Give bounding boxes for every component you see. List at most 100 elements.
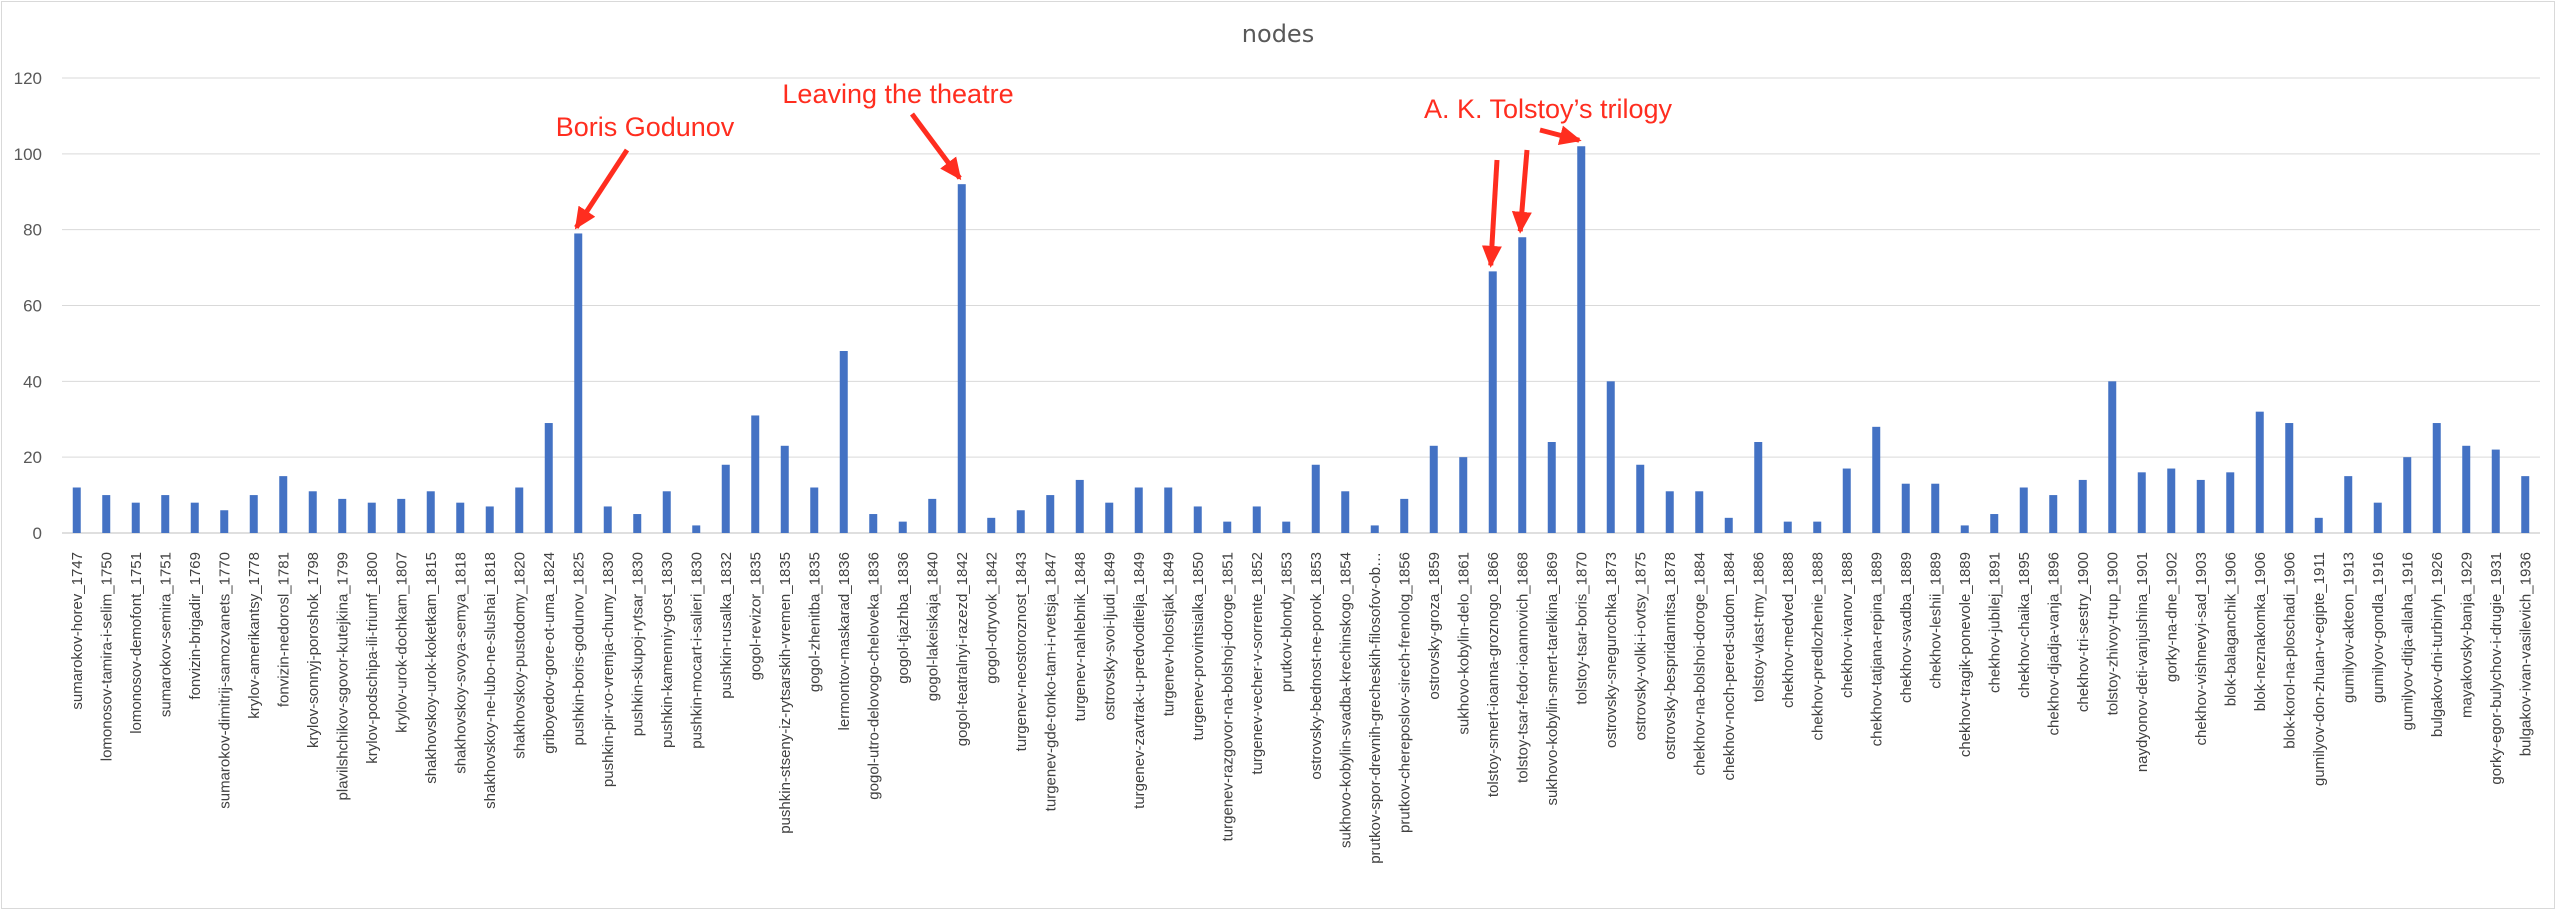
- x-tick-label-chekhov-medved-1888: chekhov-medved_1888: [1780, 552, 1797, 708]
- x-tick-label-ostrovsky-snegurochka-1873: ostrovsky-snegurochka_1873: [1603, 552, 1620, 748]
- bar-chekhov-na-bolshoi-doroge-1884: chekhov-na-bolshoi-doroge_1884: 11: [1695, 491, 1704, 533]
- bar-chekhov-chaika-1895: chekhov-chaika_1895: 12: [2019, 487, 2028, 533]
- bar-chekhov-tatjana-repina-1889: chekhov-tatjana-repina_1889: 28: [1872, 426, 1881, 533]
- x-tick-label-griboyedov-gore-ot-uma-1824: griboyedov-gore-ot-uma_1824: [541, 552, 558, 754]
- x-tick-label-sukhovo-kobylin-smert-tarelkina-1869: sukhovo-kobylin-smert-tarelkina_1869: [1544, 552, 1561, 805]
- bar-tolstoy-tsar-boris-1870: tolstoy-tsar-boris_1870: 102: [1577, 146, 1586, 533]
- x-tick-label-gorky-na-dne-1902: gorky-na-dne_1902: [2163, 552, 2180, 682]
- bar-gumilyov-akteon-1913: gumilyov-akteon_1913: 15: [2344, 476, 2353, 534]
- bar-shakhovskoy-urok-koketkam-1815: shakhovskoy-urok-koketkam_1815: 11: [426, 491, 435, 533]
- x-tick-label-chekhov-predlozhenie-1888: chekhov-predlozhenie_1888: [1809, 552, 1826, 740]
- x-tick-label-krylov-sonnyj-poroshok-1798: krylov-sonnyj-poroshok_1798: [305, 552, 322, 748]
- bar-lomonosov-demofont-1751: lomonosov-demofont_1751: 8: [131, 502, 140, 533]
- bar-gumilyov-don-zhuan-v-egipte-1911: gumilyov-don-zhuan-v-egipte_1911: 4: [2314, 517, 2323, 533]
- x-tick-label-chekhov-ivanov-1888: chekhov-ivanov_1888: [1839, 552, 1856, 698]
- bar-pushkin-skupoj-rytsar-1830: pushkin-skupoj-rytsar_1830: 5: [633, 514, 642, 533]
- bar-gorky-egor-bulychov-i-drugie-1931: gorky-egor-bulychov-i-drugie_1931: 22: [2491, 449, 2500, 533]
- bar-fonvizin-nedorosl-1781: fonvizin-nedorosl_1781: 15: [279, 476, 288, 534]
- bar-ostrovsky-bespridannitsa-1878: ostrovsky-bespridannitsa_1878: 11: [1665, 491, 1674, 533]
- bar-shakhovskoy-ne-lubo-ne-slushai-1818: shakhovskoy-ne-lubo-ne-slushai_1818: 7: [485, 506, 494, 533]
- bar-chekhov-predlozhenie-1888: chekhov-predlozhenie_1888: 3: [1813, 521, 1822, 534]
- x-tick-label-tolstoy-tsar-boris-1870: tolstoy-tsar-boris_1870: [1573, 552, 1590, 705]
- bar-gorky-na-dne-1902: gorky-na-dne_1902: 17: [2167, 468, 2176, 533]
- x-tick-label-chekhov-na-bolshoi-doroge-1884: chekhov-na-bolshoi-doroge_1884: [1691, 552, 1708, 776]
- bar-chekhov-leshii-1889: chekhov-leshii_1889: 13: [1931, 483, 1940, 533]
- x-tick-label-fonvizin-brigadir-1769: fonvizin-brigadir_1769: [187, 552, 204, 700]
- x-tick-label-tolstoy-smert-ioanna-groznogo-1866: tolstoy-smert-ioanna-groznogo_1866: [1485, 552, 1502, 797]
- bar-lermontov-maskarad-1836: lermontov-maskarad_1836: 48: [839, 351, 848, 533]
- bar-gogol-lakeiskaja-1840: gogol-lakeiskaja_1840: 9: [928, 498, 937, 534]
- bar-tolstoy-tsar-fedor-ioannovich-1868: tolstoy-tsar-fedor-ioannovich_1868: 78: [1518, 237, 1527, 533]
- bar-krylov-podschipa-ili-triumf-1800: krylov-podschipa-ili-triumf_1800: 8: [367, 502, 376, 533]
- bar-lomonosov-tamira-i-selim-1750: lomonosov-tamira-i-selim_1750: 10: [102, 495, 111, 533]
- bar-chekhov-ivanov-1888: chekhov-ivanov_1888: 17: [1842, 468, 1851, 533]
- x-tick-label-chekhov-noch-pered-sudom-1884: chekhov-noch-pered-sudom_1884: [1721, 552, 1738, 780]
- x-tick-label-pushkin-rusalka-1832: pushkin-rusalka_1832: [718, 552, 735, 699]
- x-tick-label-mayakovsky-banja-1929: mayakovsky-banja_1929: [2458, 552, 2475, 718]
- x-tick-label-sumarokov-horev-1747: sumarokov-horev_1747: [69, 552, 86, 710]
- x-tick-label-plavilshchikov-sgovor-kutejkina-1799: plavilshchikov-sgovor-kutejkina_1799: [334, 552, 351, 800]
- x-tick-label-chekhov-vishnevyi-sad-1903: chekhov-vishnevyi-sad_1903: [2193, 552, 2210, 745]
- x-tick-label-krylov-amerikantsy-1778: krylov-amerikantsy_1778: [246, 552, 263, 719]
- x-tick-label-blok-neznakomka-1906: blok-neznakomka_1906: [2252, 552, 2269, 711]
- x-tick-label-blok-balaganchik-1906: blok-balaganchik_1906: [2222, 552, 2239, 706]
- annotation-label-tolstoy-trilogy: A. K. Tolstoy’s trilogy: [1424, 94, 1673, 124]
- x-tick-label-ostrovsky-bednost-ne-porok-1853: ostrovsky-bednost-ne-porok_1853: [1308, 552, 1325, 780]
- x-tick-label-ostrovsky-bespridannitsa-1878: ostrovsky-bespridannitsa_1878: [1662, 552, 1679, 760]
- bar-pushkin-pir-vo-vremja-chumy-1830: pushkin-pir-vo-vremja-chumy_1830: 7: [603, 506, 612, 533]
- x-tick-label-chekhov-jubilej-1891: chekhov-jubilej_1891: [1986, 552, 2003, 693]
- bar-tolstoy-zhivoy-trup-1900: tolstoy-zhivoy-trup_1900: 40: [2108, 381, 2117, 533]
- x-tick-label-shakhovskoy-pustodomy-1820: shakhovskoy-pustodomy_1820: [511, 552, 528, 759]
- bar-naydyonov-deti-vanjushina-1901: naydyonov-deti-vanjushina_1901: 16: [2137, 472, 2146, 533]
- bar-chekhov-medved-1888: chekhov-medved_1888: 3: [1783, 521, 1792, 534]
- x-tick-label-turgenev-vecher-v-sorrente-1852: turgenev-vecher-v-sorrente_1852: [1249, 552, 1266, 775]
- x-tick-label-turgenev-holostjak-1849: turgenev-holostjak_1849: [1160, 552, 1177, 716]
- chart-title: nodes: [1242, 20, 1314, 48]
- bar-ostrovsky-bednost-ne-porok-1853: ostrovsky-bednost-ne-porok_1853: 18: [1311, 464, 1320, 533]
- x-tick-label-sukhovo-kobylin-delo-1861: sukhovo-kobylin-delo_1861: [1455, 552, 1472, 735]
- bar-chekhov-vishnevyi-sad-1903: chekhov-vishnevyi-sad_1903: 14: [2196, 479, 2205, 533]
- x-tick-label-sumarokov-semira-1751: sumarokov-semira_1751: [157, 552, 174, 717]
- x-tick-label-pushkin-boris-godunov-1825: pushkin-boris-godunov_1825: [570, 552, 587, 745]
- x-tick-label-prutkov-blondy-1853: prutkov-blondy_1853: [1278, 552, 1295, 692]
- x-tick-label-turgenev-zavtrak-u-predvoditelja-1849: turgenev-zavtrak-u-predvoditelja_1849: [1131, 552, 1148, 809]
- bar-sukhovo-kobylin-svadba-krechinskogo-1854: sukhovo-kobylin-svadba-krechinskogo_1854…: [1341, 491, 1350, 533]
- x-tick-label-pushkin-mocart-i-salieri-1830: pushkin-mocart-i-salieri_1830: [688, 552, 705, 749]
- bar-mayakovsky-banja-1929: mayakovsky-banja_1929: 23: [2462, 445, 2471, 533]
- x-tick-label-chekhov-tri-sestry-1900: chekhov-tri-sestry_1900: [2075, 552, 2092, 712]
- x-tick-label-turgenev-gde-tonko-tam-i-rvetsja-1847: turgenev-gde-tonko-tam-i-rvetsja_1847: [1042, 552, 1059, 811]
- bar-ostrovsky-groza-1859: ostrovsky-groza_1859: 23: [1429, 445, 1438, 533]
- bar-turgenev-nahlebnik-1848: turgenev-nahlebnik_1848: 14: [1075, 479, 1084, 533]
- x-tick-label-chekhov-chaika-1895: chekhov-chaika_1895: [2016, 552, 2033, 698]
- bar-ostrovsky-snegurochka-1873: ostrovsky-snegurochka_1873: 40: [1606, 381, 1615, 533]
- bar-bulgakov-dni-turbinyh-1926: bulgakov-dni-turbinyh_1926: 29: [2432, 423, 2441, 533]
- x-tick-label-bulgakov-ivan-vasilevich-1936: bulgakov-ivan-vasilevich_1936: [2517, 552, 2534, 756]
- x-tick-label-ostrovsky-svoi-ljudi-1849: ostrovsky-svoi-ljudi_1849: [1101, 552, 1118, 720]
- y-axis-ticks: 0 20 40 60 80 100 120: [14, 69, 42, 543]
- bar-gumilyov-ditja-allaha-1916: gumilyov-ditja-allaha_1916: 20: [2403, 457, 2412, 533]
- bar-pushkin-mocart-i-salieri-1830: pushkin-mocart-i-salieri_1830: 2: [692, 525, 701, 533]
- bar-shakhovskoy-svoya-semya-1818: shakhovskoy-svoya-semya_1818: 8: [456, 502, 465, 533]
- x-tick-label-pushkin-stseny-iz-rytsarskih-vremen-1835: pushkin-stseny-iz-rytsarskih-vremen_1835: [777, 552, 794, 834]
- x-tick-label-tolstoy-tsar-fedor-ioannovich-1868: tolstoy-tsar-fedor-ioannovich_1868: [1514, 552, 1531, 783]
- x-tick-label-gumilyov-ditja-allaha-1916: gumilyov-ditja-allaha_1916: [2399, 552, 2416, 730]
- bar-krylov-sonnyj-poroshok-1798: krylov-sonnyj-poroshok_1798: 11: [308, 491, 317, 533]
- x-tick-label-chekhov-tatjana-repina-1889: chekhov-tatjana-repina_1889: [1868, 552, 1885, 746]
- x-axis-ticks: sumarokov-horev_1747 lomonosov-tamira-i-s…: [69, 552, 2535, 864]
- gridlines: [62, 77, 2540, 534]
- bar-bulgakov-ivan-vasilevich-1936: bulgakov-ivan-vasilevich_1936: 15: [2521, 476, 2530, 534]
- bar-pushkin-kamenniy-gost-1830: pushkin-kamenniy-gost_1830: 11: [662, 491, 671, 533]
- x-tick-label-tolstoy-vlast-tmy-1886: tolstoy-vlast-tmy_1886: [1750, 552, 1767, 702]
- bar-sukhovo-kobylin-delo-1861: sukhovo-kobylin-delo_1861: 20: [1459, 457, 1468, 533]
- bar-sukhovo-kobylin-smert-tarelkina-1869: sukhovo-kobylin-smert-tarelkina_1869: 24: [1547, 442, 1556, 533]
- bar-turgenev-provintsialka-1850: turgenev-provintsialka_1850: 7: [1193, 506, 1202, 533]
- bar-blok-balaganchik-1906: blok-balaganchik_1906: 16: [2226, 472, 2235, 533]
- bar-ostrovsky-svoi-ljudi-1849: ostrovsky-svoi-ljudi_1849: 8: [1105, 502, 1114, 533]
- bar-gogol-revizor-1835: gogol-revizor_1835: 31: [751, 415, 760, 533]
- bar-series: sumarokov-horev_1747: 12 lomonosov-tamira…: [72, 146, 2530, 534]
- x-tick-label-ostrovsky-volki-i-ovtsy-1875: ostrovsky-volki-i-ovtsy_1875: [1632, 552, 1649, 740]
- x-tick-label-bulgakov-dni-turbinyh-1926: bulgakov-dni-turbinyh_1926: [2429, 552, 2446, 737]
- bar-chekhov-djadja-vanja-1896: chekhov-djadja-vanja_1896: 10: [2049, 495, 2058, 533]
- x-tick-label-gogol-zhenitba-1835: gogol-zhenitba_1835: [806, 552, 823, 692]
